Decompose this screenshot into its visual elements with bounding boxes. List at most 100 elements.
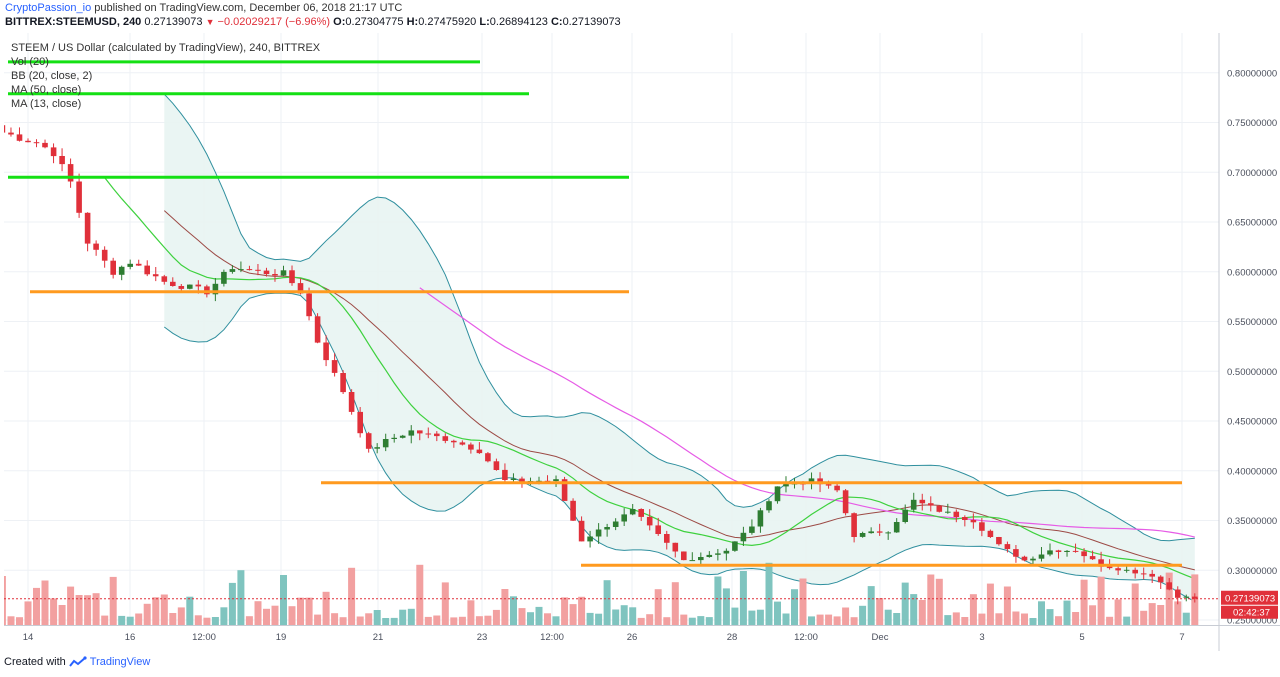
candle-body — [297, 283, 304, 294]
volume-bar — [228, 582, 236, 625]
candle-body — [783, 484, 789, 487]
candle — [1089, 550, 1096, 560]
tradingview-logo-icon — [68, 656, 87, 667]
candle-body — [93, 243, 99, 250]
candle — [681, 551, 687, 561]
candle-body — [570, 500, 576, 521]
candle-body — [289, 270, 295, 284]
volume-bar — [399, 609, 407, 625]
candle-body — [1089, 556, 1096, 560]
candle — [928, 496, 934, 512]
candle — [595, 523, 602, 544]
drawn-levels[interactable] — [8, 60, 1182, 567]
candle — [263, 267, 270, 277]
candle — [118, 265, 125, 281]
time-tick-label: 28 — [727, 632, 738, 643]
candle — [331, 353, 338, 377]
legend-vol[interactable]: Vol (20) — [11, 56, 49, 68]
candle — [382, 433, 389, 452]
volume-bar — [748, 610, 756, 625]
candle-body — [374, 447, 380, 449]
author-link[interactable]: CryptoPassion_io — [5, 2, 92, 14]
tradingview-link[interactable]: TradingView — [89, 656, 151, 668]
candle — [59, 148, 65, 172]
volume-bar — [177, 607, 185, 625]
candle — [170, 277, 176, 287]
volume-bar — [348, 567, 356, 625]
volume-bar — [1106, 616, 1114, 625]
candle — [442, 433, 449, 444]
indicators — [104, 93, 1196, 602]
volume-bar — [978, 613, 986, 625]
volume-bar — [552, 616, 560, 625]
candle — [212, 278, 219, 302]
candle-body — [127, 263, 133, 267]
candle — [578, 516, 585, 542]
candle-body — [152, 274, 159, 277]
price-chart[interactable]: 0.80000000 0.75000000 0.70000000 0.65000000… — [0, 33, 1280, 651]
candle-body — [1115, 568, 1121, 571]
volume-bar — [1038, 601, 1045, 625]
legend-bb[interactable]: BB (20, close, 2) — [11, 70, 93, 82]
candle-body — [723, 550, 730, 554]
candle — [859, 531, 866, 538]
last-price: 0.27139073 — [144, 16, 203, 28]
volume-bar — [458, 616, 466, 625]
legend-ma13[interactable]: MA (13, close) — [11, 98, 82, 110]
candle — [740, 526, 747, 546]
volume-bar — [297, 597, 304, 625]
volume-bar — [561, 597, 569, 625]
price-tick-label: 0.70000000 — [1227, 168, 1277, 179]
candle-body — [314, 316, 321, 343]
candle-body — [859, 533, 866, 537]
candle-body — [1157, 576, 1164, 583]
time-axis[interactable]: 14 16 12:00 19 21 23 12:00 26 28 12:00 Dec 3 5 7 — [4, 625, 1280, 644]
volume-bar — [7, 616, 15, 625]
candle-body — [689, 560, 696, 562]
candle — [502, 463, 508, 484]
volume-bar — [484, 615, 492, 625]
price-tick-label: 0.55000000 — [1227, 317, 1277, 328]
candle-body — [442, 436, 449, 441]
candle — [561, 476, 568, 501]
candle-body — [919, 499, 926, 504]
candle-body — [962, 517, 968, 520]
candle — [621, 508, 627, 526]
candle-body — [664, 534, 670, 543]
candle — [715, 549, 721, 561]
candle-body — [195, 284, 202, 287]
candle-body — [1192, 596, 1198, 599]
candle — [152, 267, 159, 282]
candle — [485, 452, 491, 463]
time-tick-label: 19 — [276, 632, 287, 643]
volume-bar — [586, 612, 594, 625]
price-tick-label: 0.65000000 — [1227, 218, 1277, 229]
candle-body — [970, 520, 977, 523]
open-value: 0.27304775 — [345, 16, 404, 28]
volume-bar — [118, 615, 126, 625]
legend-ma50[interactable]: MA (50, close) — [11, 84, 82, 96]
volume-bar — [910, 594, 918, 625]
candle — [936, 505, 943, 513]
candle — [979, 518, 985, 537]
candle — [340, 370, 346, 394]
volume-bar — [1131, 583, 1139, 625]
candle-body — [348, 392, 355, 412]
time-tick-label: 3 — [979, 632, 984, 643]
volume-bar — [612, 609, 620, 625]
candle — [391, 433, 397, 443]
candle — [689, 552, 696, 562]
volume-bar — [314, 614, 322, 625]
chart-area[interactable]: 0.80000000 0.75000000 0.70000000 0.65000000… — [0, 33, 1280, 651]
candle-body — [0, 125, 6, 133]
volume-bars — [0, 562, 1199, 625]
volume-bar — [211, 617, 219, 625]
candle — [1192, 593, 1198, 603]
candle — [1140, 567, 1147, 580]
volume-bar — [135, 613, 143, 625]
volume-bar — [595, 613, 603, 625]
candle-body — [885, 532, 891, 534]
volume-bar — [1140, 610, 1148, 625]
price-axis[interactable]: 0.80000000 0.75000000 0.70000000 0.65000000… — [1218, 33, 1278, 651]
candle-body — [280, 270, 287, 276]
